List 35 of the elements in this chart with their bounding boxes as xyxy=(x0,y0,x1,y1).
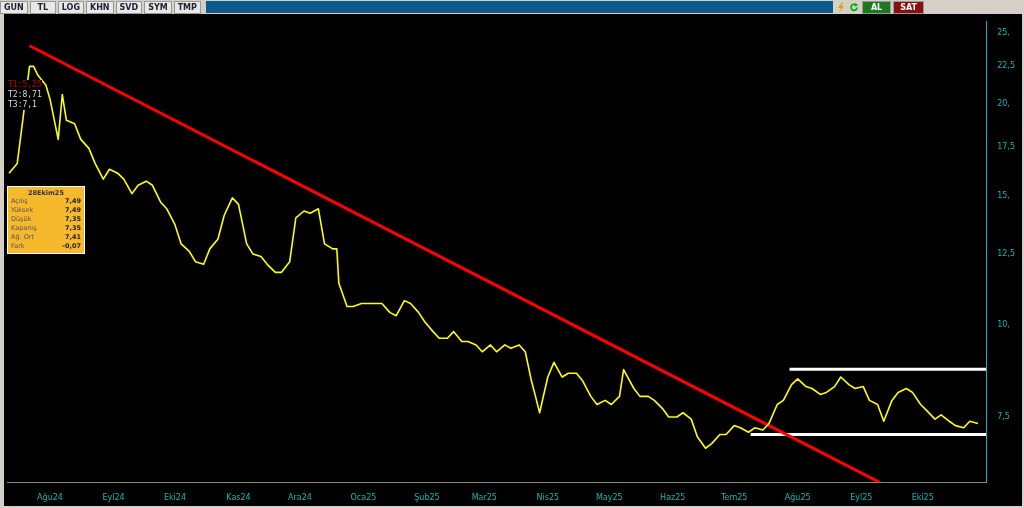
x-tick-label: Eki25 xyxy=(911,493,934,503)
text: GUN xyxy=(0,0,28,14)
text: SAT xyxy=(893,0,924,14)
x-tick-label: Eyl24 xyxy=(102,493,125,503)
y-tick-label: 10, xyxy=(997,320,1010,330)
x-tick-label: Oca25 xyxy=(350,493,377,503)
y-tick-label: 7,5 xyxy=(997,412,1010,422)
x-tick-label: Eyl25 xyxy=(850,493,873,503)
x-tick-label: Tem25 xyxy=(720,493,748,503)
annotation: T3:7,1 xyxy=(8,100,37,110)
text: TMP xyxy=(173,0,201,14)
annotation: T1:5,25 xyxy=(8,80,42,90)
annotation: T2:8,71 xyxy=(8,90,42,100)
y-tick-label: 17,5 xyxy=(997,141,1015,151)
x-tick-label: Eki24 xyxy=(163,493,187,503)
x-tick-label: Mar25 xyxy=(471,493,497,503)
x-tick-label: Haz25 xyxy=(660,493,686,503)
y-tick-label: 20, xyxy=(997,99,1010,109)
x-tick-label: Ara24 xyxy=(288,493,312,503)
x-tick-label: May25 xyxy=(595,493,623,503)
text: AL xyxy=(861,0,892,14)
text: TL xyxy=(29,0,56,14)
y-tick-label: 15, xyxy=(997,190,1010,200)
y-tick-label: 22,5 xyxy=(997,61,1015,71)
text: SYM xyxy=(144,0,172,14)
text: LOG xyxy=(57,0,84,14)
text: SVD xyxy=(115,0,143,14)
x-tick-label: Kas24 xyxy=(226,493,251,503)
x-tick-label: Nis25 xyxy=(536,493,560,503)
x-tick-label: Ağu25 xyxy=(784,493,811,503)
x-tick-label: Ağu24 xyxy=(37,493,63,503)
text: KHN xyxy=(85,0,114,14)
y-tick-label: 25, xyxy=(997,27,1010,37)
y-tick-label: 12,5 xyxy=(997,249,1015,259)
x-tick-label: Şub25 xyxy=(414,493,440,503)
